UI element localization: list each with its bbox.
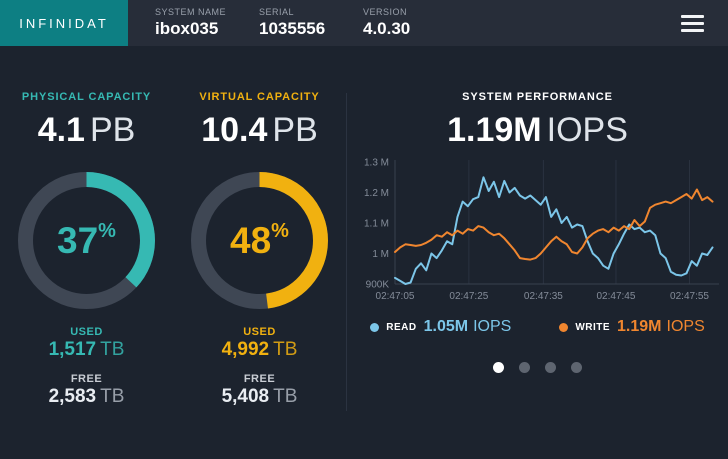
read-dot-icon (370, 322, 380, 332)
physical-used: USED 1,517 TB (48, 326, 125, 360)
page-dot-4[interactable] (571, 362, 582, 373)
physical-free: FREE 2,583 TB (48, 373, 125, 407)
svg-text:1.3 M: 1.3 M (363, 158, 388, 169)
virtual-capacity-donut: 48% (191, 172, 328, 309)
svg-text:900K: 900K (365, 280, 389, 291)
svg-text:1 M: 1 M (372, 249, 389, 260)
version-label: VERSION (363, 7, 408, 17)
infinidat-logo: INFINIDAT (0, 0, 128, 46)
system-info: SYSTEM NAME ibox035 SERIAL 1035556 VERSI… (128, 0, 467, 46)
virtual-percent: 48% (230, 219, 289, 261)
virtual-usage: USED 4,992 TB FREE 5,408 TB (222, 326, 298, 408)
physical-percent: 37% (57, 219, 116, 261)
system-name-label: SYSTEM NAME (155, 7, 227, 17)
virtual-free: FREE 5,408 TB (221, 373, 298, 407)
virtual-used: USED 4,992 TB (221, 326, 298, 360)
serial-stat: SERIAL 1035556 (259, 0, 331, 46)
donut-chart (191, 172, 328, 309)
svg-text:1.2 M: 1.2 M (363, 188, 388, 199)
menu-bar (681, 28, 704, 32)
dashboard-body: PHYSICAL CAPACITY 4.1 PB 37% USED 1,517 TB (0, 46, 728, 459)
svg-text:1.1 M: 1.1 M (363, 219, 388, 230)
page-dot-1[interactable] (493, 362, 504, 373)
chart-legend: READ 1.05M IOPS WRITE 1.19M IOPS (370, 318, 705, 336)
virtual-capacity-panel: VIRTUAL CAPACITY 10.4 PB 48% USED 4,992 TB (173, 46, 346, 459)
legend-write[interactable]: WRITE 1.19M IOPS (559, 318, 705, 336)
physical-capacity-donut: 37% (18, 172, 155, 309)
serial-label: SERIAL (259, 7, 295, 17)
write-dot-icon (559, 322, 569, 332)
menu-bar (681, 14, 704, 18)
system-name-value: ibox035 (155, 19, 219, 38)
physical-capacity-panel: PHYSICAL CAPACITY 4.1 PB 37% USED 1,517 TB (0, 46, 173, 459)
system-performance-title: SYSTEM PERFORMANCE (462, 91, 613, 103)
svg-text:02:47:55: 02:47:55 (670, 291, 709, 302)
vertical-divider (346, 93, 347, 411)
legend-read[interactable]: READ 1.05M IOPS (370, 318, 511, 336)
virtual-capacity-total: 10.4 PB (201, 111, 318, 149)
virtual-capacity-title: VIRTUAL CAPACITY (199, 91, 320, 103)
top-bar: INFINIDAT SYSTEM NAME ibox035 SERIAL 103… (0, 0, 728, 46)
svg-text:02:47:35: 02:47:35 (523, 291, 562, 302)
version-stat: VERSION 4.0.30 (363, 0, 435, 46)
performance-total: 1.19M IOPS (447, 111, 628, 149)
carousel-pagination (493, 362, 582, 373)
menu-bar (681, 21, 704, 25)
physical-usage: USED 1,517 TB FREE 2,583 TB (49, 326, 125, 408)
physical-capacity-total: 4.1 PB (37, 111, 136, 149)
version-value: 4.0.30 (363, 19, 411, 38)
physical-capacity-title: PHYSICAL CAPACITY (21, 91, 152, 103)
serial-value: 1035556 (259, 19, 326, 38)
system-name-stat: SYSTEM NAME ibox035 (155, 0, 227, 46)
menu-icon[interactable] (677, 11, 708, 36)
page-dot-2[interactable] (519, 362, 530, 373)
svg-text:02:47:05: 02:47:05 (375, 291, 414, 302)
svg-text:02:47:25: 02:47:25 (449, 291, 488, 302)
svg-text:02:47:45: 02:47:45 (596, 291, 635, 302)
page-dot-3[interactable] (545, 362, 556, 373)
donut-chart (18, 172, 155, 309)
